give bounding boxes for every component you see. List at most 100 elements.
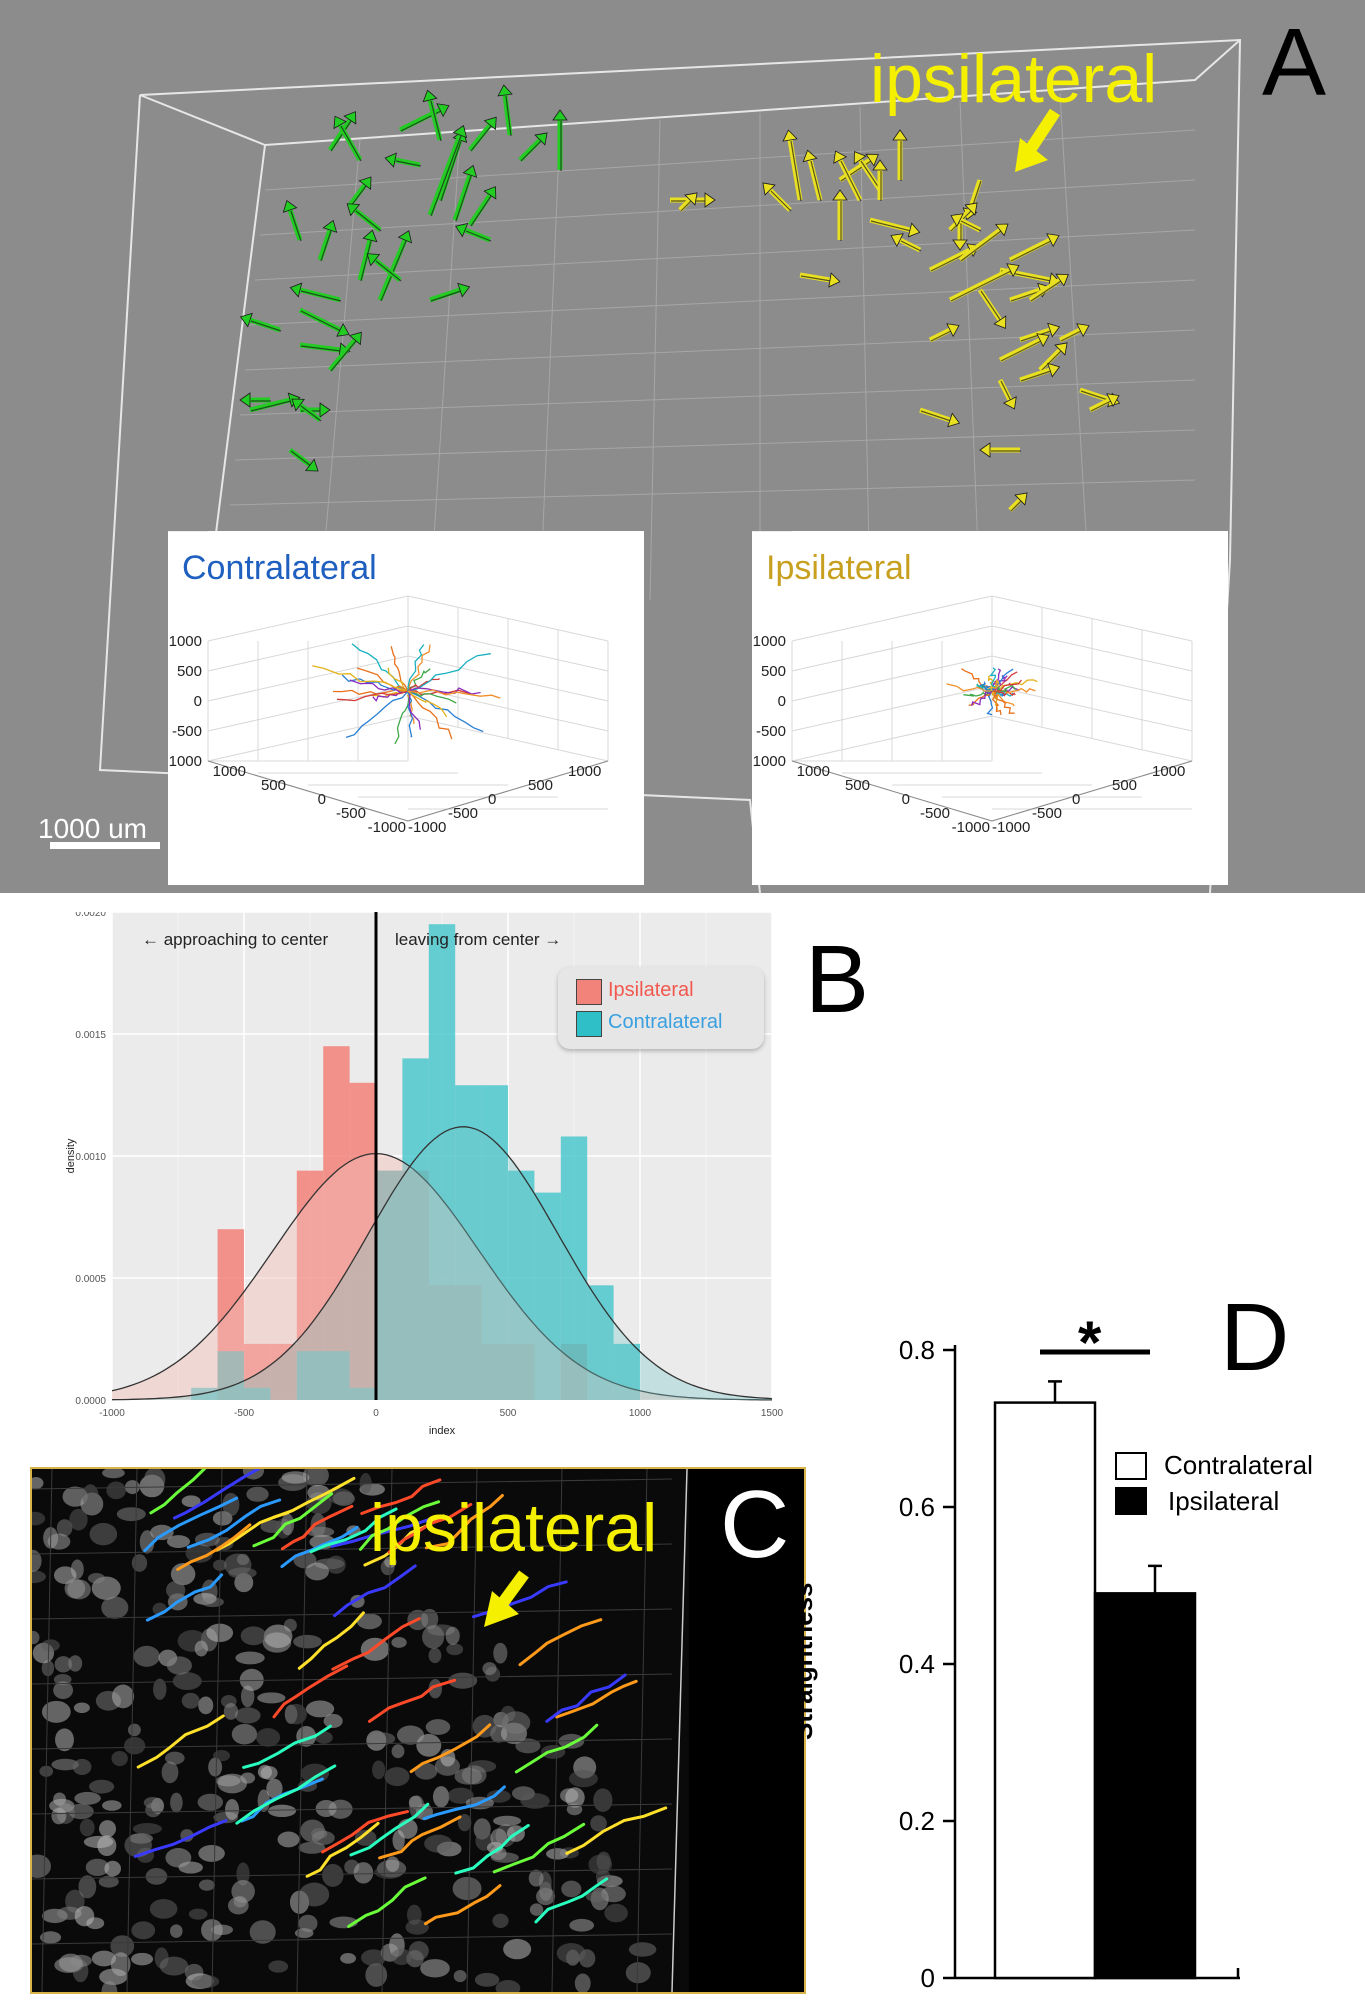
track-arrow [997,378,1017,410]
cell [365,1963,388,1987]
cell-track [143,1496,239,1553]
cell [170,1792,183,1813]
grid-line [32,1803,673,1815]
cell [391,1744,405,1759]
trajectory-line [407,690,457,704]
x-tick-label: -500 [234,1408,254,1419]
cell [53,1681,74,1700]
annotation-approaching: ← approaching to center [142,930,329,949]
cell [82,1484,99,1509]
ipsilateral-callout-c: ipsilateral [370,1490,658,1566]
cell [432,1786,450,1808]
inset-left-tick: -1000 [368,819,406,836]
track-arrow [497,84,513,137]
grid [32,1469,673,1992]
cell [298,1914,318,1933]
grid-line [551,1469,563,1992]
cell [311,1830,335,1845]
cell [285,1703,307,1725]
cell [32,1549,42,1572]
cell [127,1723,141,1737]
cell [405,1919,429,1935]
cell [569,1918,595,1932]
histogram-bar [244,1387,271,1400]
cell [32,1854,51,1878]
histogram-bar [349,1082,376,1400]
cell-track [387,1502,473,1554]
inset-left-tick: 0 [902,791,910,808]
cell-track [149,1469,207,1515]
trajectory-line [407,677,441,692]
cell [239,1668,264,1691]
cell [493,1815,522,1827]
track-arrow [467,186,497,227]
cell [249,1920,276,1944]
cell [144,1469,166,1491]
inset-left-tick: -1000 [952,819,990,836]
track-arrow [833,150,863,202]
histogram-bar [323,1351,350,1400]
trajectory-line [345,690,409,739]
inset-z-tick: 500 [177,663,202,680]
panel-b-legend: Ipsilateral Contralateral [558,967,764,1049]
trajectory-line [946,683,992,692]
trajectory-line [312,665,409,692]
cell [384,1767,410,1787]
cell [300,1763,330,1784]
track-arrow [452,164,478,222]
cell [267,1804,297,1818]
inset-right-tick: -500 [1032,805,1062,822]
cell [305,1562,329,1581]
cell [242,1469,264,1480]
cell [307,1484,331,1501]
inset-left-tick: 500 [845,777,870,794]
cell-track [424,1884,502,1926]
inset-z-tick: -1000 [168,753,202,770]
track-arrow [928,243,980,273]
cell [91,1950,117,1967]
track-arrow [1058,323,1090,343]
legend-label-ipsilateral: Ipsilateral [608,979,694,1001]
cell [68,1655,83,1672]
grid-line [41,1469,53,1992]
cell [131,1921,156,1940]
trajectory-line [407,690,453,740]
cell [556,1943,586,1964]
cell [448,1672,478,1689]
cell [233,1895,247,1908]
inset-ipsilateral: Ipsilateral 10005000-500-100010005000-50… [752,531,1228,885]
histogram-bar [455,1085,482,1400]
cell-track [235,1764,337,1825]
y-tick-label: 0.0015 [75,1030,106,1041]
trajectory-line [968,690,993,707]
cell [353,1862,374,1884]
cell [101,1596,129,1619]
cell-track [333,1564,417,1618]
cell [101,1980,118,1992]
grid-line [32,1478,673,1490]
cell [257,1692,286,1704]
legend-swatch-contralateral [576,1011,602,1037]
cell-track [454,1824,530,1875]
cell [424,1834,453,1853]
track-arrow [377,230,413,302]
cell [124,1737,146,1755]
grid-line [32,1608,673,1620]
cell-track [555,1679,638,1719]
cell [159,1956,189,1976]
track-arrow [832,189,848,241]
trajectory-line [989,678,1000,692]
cell [55,1728,74,1752]
track-arrow [892,129,908,181]
density-area-contralateral [112,1126,772,1400]
cell [447,1787,474,1804]
cell [69,1508,88,1531]
cell [111,1750,128,1767]
inset-contralateral-title: Contralateral [182,549,377,587]
trajectory-line [390,646,409,692]
track-arrow [429,282,471,303]
cell [89,1779,115,1794]
inset-left-tick: -500 [920,805,950,822]
histogram-bar [613,1343,640,1400]
cell [51,1758,79,1771]
